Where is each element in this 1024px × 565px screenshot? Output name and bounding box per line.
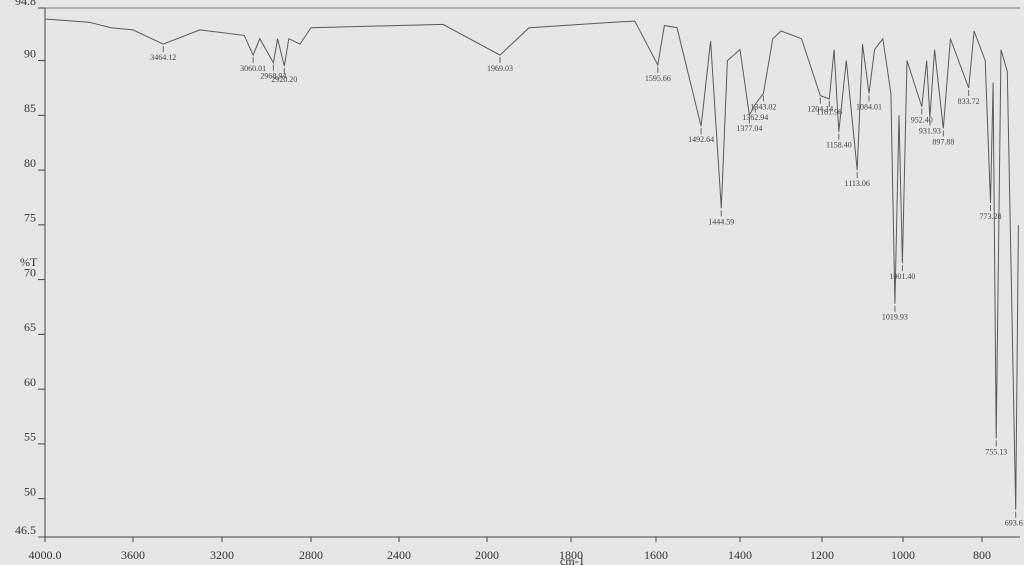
y-tick-label: 90: [24, 46, 36, 60]
peak-label: 952.40: [911, 115, 933, 124]
peak-label: 1969.03: [487, 64, 513, 73]
y-tick-label: 94.8: [15, 0, 36, 8]
peak-label: 1019.93: [882, 313, 908, 322]
peak-label: 2968.94: [260, 72, 286, 81]
y-axis-label: %T: [20, 255, 38, 269]
y-tick-label: 80: [24, 156, 36, 170]
y-tick-label: 46.5: [15, 523, 36, 537]
peak-label: 3464.12: [150, 53, 176, 62]
peak-label: 3060.01: [240, 64, 266, 73]
peak-label: 1492.64: [688, 135, 714, 144]
spectrum-line: [44, 18, 1019, 510]
peak-label: 1113.06: [845, 179, 870, 188]
x-tick-label: 1600: [644, 548, 668, 562]
peak-label: 897.88: [932, 137, 954, 146]
x-tick-label: 800: [973, 548, 991, 562]
y-tick-label: 70: [24, 265, 36, 279]
x-tick-label: 3600: [121, 548, 145, 562]
peak-label: 1001.40: [889, 272, 915, 281]
x-tick-label: 2400: [387, 548, 411, 562]
peak-label: 931.93: [919, 126, 941, 135]
x-axis-label: cm-1: [560, 554, 585, 565]
peak-label: 1181.96: [816, 108, 842, 117]
x-tick-label: 4000.0: [29, 548, 62, 562]
x-tick-label: 1200: [810, 548, 834, 562]
peak-label: 1084.01: [856, 102, 882, 111]
peak-label: 1343.02: [750, 102, 776, 111]
x-tick-label: 1400: [728, 548, 752, 562]
y-tick-label: 55: [24, 430, 36, 444]
peak-label: 1444.59: [708, 217, 734, 226]
peak-label: 755.13: [985, 447, 1007, 456]
x-tick-label: 2000: [475, 548, 499, 562]
peak-label: 1204.14: [807, 104, 833, 113]
y-tick-label: 85: [24, 101, 36, 115]
peak-label: 1377.04: [736, 124, 762, 133]
peak-label: 773.28: [979, 212, 1001, 221]
peak-label: 2920.20: [271, 75, 297, 84]
peak-label: 1362.94: [742, 113, 768, 122]
y-tick-label: 65: [24, 320, 36, 334]
peak-label: 1595.66: [645, 74, 671, 83]
x-tick-label: 1800: [559, 548, 583, 562]
peak-label: 833.72: [958, 97, 980, 106]
y-tick-label: 75: [24, 211, 36, 225]
x-tick-label: 1000: [891, 548, 915, 562]
x-tick-label: 2800: [299, 548, 323, 562]
y-tick-label: 50: [24, 484, 36, 498]
peak-label: 1158.40: [826, 141, 852, 150]
y-tick-label: 60: [24, 375, 36, 389]
x-tick-label: 3200: [210, 548, 234, 562]
peak-label: 693.61: [1005, 518, 1024, 527]
